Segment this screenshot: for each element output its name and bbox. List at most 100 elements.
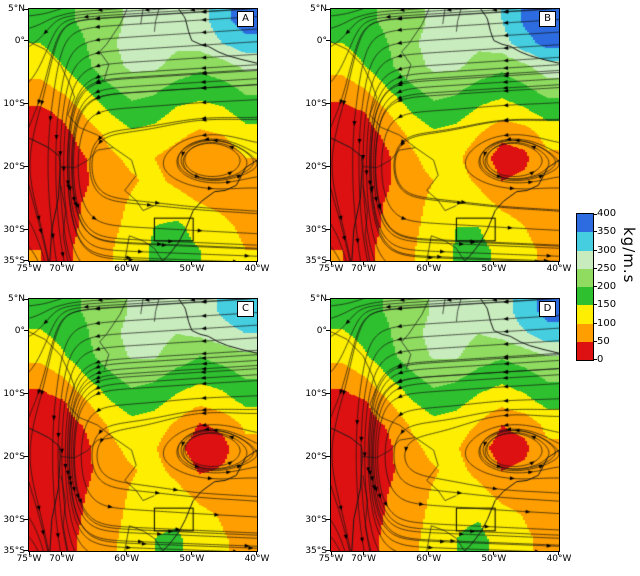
x-tick-label: 40°W: [546, 554, 572, 564]
y-tick-mark: [326, 550, 330, 551]
panel-D-letter: D: [539, 301, 556, 317]
x-tick-label: 70°W: [351, 554, 376, 564]
colorbar-segment: [577, 232, 593, 251]
panel-A-plot: [28, 8, 258, 262]
panel-D: D 5°N 0° 10°S 20°S 30°S 35°S 75°W 70°W 60°W 50°W 4…: [305, 294, 571, 564]
x-tick-mark: [60, 551, 62, 555]
colorbar-tick-label: 50: [597, 335, 610, 347]
y-tick-mark: [24, 329, 28, 331]
colorbar-tick-mark: [594, 231, 597, 233]
x-tick-mark: [190, 261, 192, 265]
x-tick-mark: [28, 551, 30, 555]
y-tick-mark: [24, 455, 28, 457]
y-tick-label: 20°S: [305, 161, 327, 172]
x-tick-mark: [190, 551, 192, 555]
y-tick-mark: [24, 228, 28, 230]
colorbar-segment: [577, 305, 593, 324]
x-tick-label: 75°W: [318, 554, 344, 564]
colorbar-tick-label: 100: [597, 317, 617, 329]
colorbar-tick-mark: [594, 359, 597, 360]
panel-C-plot: [28, 298, 258, 552]
panel-C: C 5°N 0° 10°S 20°S 30°S 35°S 75°W 70°W 60°W 50°W 4…: [3, 294, 269, 564]
x-tick-label: 60°W: [416, 554, 442, 564]
panel-C-letter: C: [237, 301, 254, 317]
x-tick-mark: [558, 551, 559, 555]
colorbar-segment: [577, 268, 593, 287]
x-tick-label: 50°W: [179, 264, 205, 274]
y-tick-label: 5°N: [310, 4, 327, 14]
x-tick-label: 50°W: [481, 554, 507, 564]
colorbar-tick-mark: [594, 340, 597, 342]
y-tick-mark: [326, 8, 330, 10]
x-tick-mark: [330, 551, 332, 555]
x-tick-label: 60°W: [114, 264, 140, 274]
x-tick-mark: [125, 261, 127, 265]
colorbar-tick-mark: [594, 286, 597, 287]
y-tick-label: 35°S: [3, 546, 25, 556]
y-tick-label: 10°S: [3, 98, 25, 109]
x-tick-label: 70°W: [351, 264, 376, 274]
y-tick-mark: [326, 298, 330, 300]
colorbar-segment: [577, 341, 593, 360]
y-tick-mark: [24, 298, 28, 300]
y-tick-label: 35°S: [305, 256, 327, 266]
x-tick-mark: [362, 551, 364, 555]
y-tick-mark: [326, 165, 330, 167]
y-tick-mark: [24, 550, 28, 551]
y-tick-label: 0°: [316, 35, 327, 46]
x-tick-label: 70°W: [49, 264, 74, 274]
colorbar-tick-mark: [594, 304, 597, 306]
colorbar-segment: [577, 323, 593, 342]
x-tick-mark: [492, 551, 494, 555]
colorbar-segment: [577, 214, 593, 233]
y-tick-label: 10°S: [3, 388, 25, 399]
y-tick-label: 0°: [14, 325, 25, 336]
colorbar-tick-label: 350: [597, 226, 617, 238]
colorbar-tick-mark: [594, 267, 597, 269]
x-tick-mark: [256, 261, 257, 265]
x-tick-mark: [427, 261, 429, 265]
panel-B-plot: [330, 8, 560, 262]
x-tick-mark: [125, 551, 127, 555]
y-tick-label: 5°N: [310, 294, 327, 304]
y-tick-label: 30°S: [3, 514, 25, 525]
colorbar: kg/m.s 400 350 300 250 200 150 100 50 0: [576, 209, 640, 365]
x-tick-mark: [256, 551, 257, 555]
x-tick-label: 75°W: [16, 554, 42, 564]
colorbar-segment: [577, 287, 593, 306]
x-tick-label: 75°W: [318, 264, 344, 274]
x-tick-label: 60°W: [114, 554, 140, 564]
panel-D-plot: [330, 298, 560, 552]
x-tick-mark: [362, 261, 364, 265]
colorbar-unit-label: kg/m.s: [620, 227, 638, 284]
colorbar-tick-label: 300: [597, 244, 617, 256]
x-tick-mark: [558, 261, 559, 265]
x-tick-label: 75°W: [16, 264, 42, 274]
y-tick-label: 10°S: [305, 98, 327, 109]
x-tick-mark: [60, 261, 62, 265]
x-tick-mark: [28, 261, 30, 265]
y-tick-label: 35°S: [3, 256, 25, 266]
colorbar-tick-mark: [594, 249, 597, 251]
y-tick-mark: [24, 260, 28, 261]
y-tick-label: 35°S: [305, 546, 327, 556]
x-tick-label: 50°W: [179, 554, 205, 564]
colorbar-segment: [577, 250, 593, 269]
y-tick-mark: [24, 392, 28, 394]
panel-B-letter: B: [539, 11, 556, 27]
panel-B: B 5°N 0° 10°S 20°S 30°S 35°S 75°W 70°W 60°W 50°W 4…: [305, 4, 571, 274]
y-tick-label: 10°S: [305, 388, 327, 399]
y-tick-label: 0°: [14, 35, 25, 46]
y-tick-label: 30°S: [3, 224, 25, 235]
x-tick-label: 60°W: [416, 264, 442, 274]
x-tick-mark: [427, 551, 429, 555]
colorbar-gradient: [576, 213, 594, 361]
y-tick-label: 0°: [316, 325, 327, 336]
y-tick-label: 30°S: [305, 224, 327, 235]
y-tick-label: 20°S: [3, 161, 25, 172]
y-tick-mark: [326, 455, 330, 457]
y-tick-mark: [24, 518, 28, 520]
y-tick-mark: [326, 102, 330, 104]
colorbar-tick-label: 200: [597, 281, 617, 292]
